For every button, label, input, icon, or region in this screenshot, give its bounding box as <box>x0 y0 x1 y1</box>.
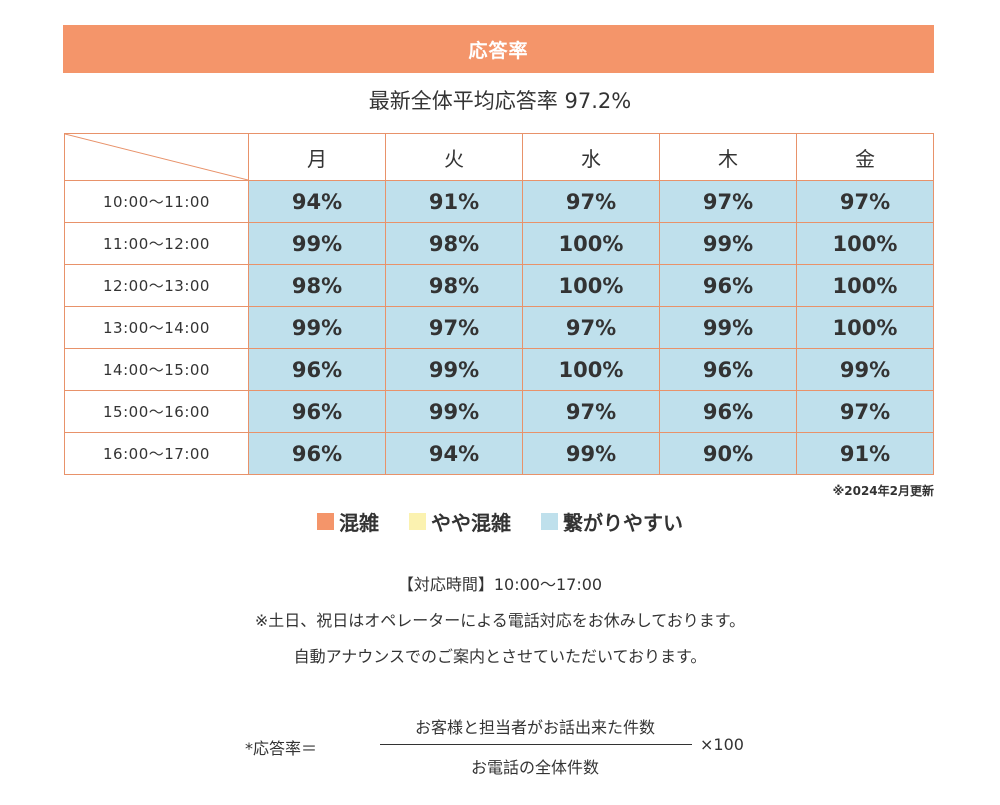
rate-cell: 91% <box>796 432 934 475</box>
time-slot-cell: 10:00〜11:00 <box>64 180 249 223</box>
legend-item-easy-to-connect: 繋がりやすい <box>541 507 683 536</box>
rate-cell: 99% <box>796 348 934 391</box>
time-slot-cell: 11:00〜12:00 <box>64 222 249 265</box>
table-row: 16:00〜17:00 96% 94% 99% 90% 91% <box>64 432 934 475</box>
legend: 混雑 やや混雑 繋がりやすい <box>0 507 1000 536</box>
holiday-note: ※土日、祝日はオペレーターによる電話対応をお休みしております。 <box>254 611 746 630</box>
formula-numerator: お客様と担当者がお話出来た件数 <box>414 718 655 737</box>
rate-cell: 99% <box>248 222 386 265</box>
day-header-tue: 火 <box>385 133 523 181</box>
table-row: 10:00〜11:00 94% 91% 97% 97% 97% <box>64 180 934 223</box>
rate-cell: 96% <box>659 348 797 391</box>
rate-cell: 99% <box>385 390 523 433</box>
rate-cell: 97% <box>796 390 934 433</box>
rate-cell: 96% <box>659 390 797 433</box>
formula-label: *応答率＝ <box>245 739 318 758</box>
rate-cell: 100% <box>522 348 660 391</box>
legend-label: 混雑 <box>339 511 379 535</box>
table-row: 11:00〜12:00 99% 98% 100% 99% 100% <box>64 222 934 265</box>
time-slot-cell: 15:00〜16:00 <box>64 390 249 433</box>
day-header-wed: 水 <box>522 133 660 181</box>
rate-cell: 91% <box>385 180 523 223</box>
rate-cell: 97% <box>522 390 660 433</box>
rate-cell: 100% <box>796 306 934 349</box>
response-rate-formula: *応答率＝ お客様と担当者がお話出来た件数 お電話の全体件数 ×100 <box>245 712 765 782</box>
rate-cell: 96% <box>248 390 386 433</box>
rate-cell: 99% <box>522 432 660 475</box>
rate-cell: 96% <box>659 264 797 307</box>
rate-cell: 97% <box>385 306 523 349</box>
rate-cell: 94% <box>248 180 386 223</box>
rate-cell: 98% <box>248 264 386 307</box>
rate-cell: 97% <box>522 306 660 349</box>
rate-cell: 99% <box>659 306 797 349</box>
rate-cell: 97% <box>659 180 797 223</box>
table-row: 13:00〜14:00 99% 97% 97% 99% 100% <box>64 306 934 349</box>
rate-cell: 98% <box>385 264 523 307</box>
page-title: 応答率 <box>468 39 529 62</box>
table-header-row: 月 火 水 木 金 <box>64 133 934 181</box>
rate-cell: 94% <box>385 432 523 475</box>
legend-item-somewhat-crowded: やや混雑 <box>409 507 511 536</box>
legend-label: 繋がりやすい <box>563 511 683 535</box>
legend-label: やや混雑 <box>431 511 511 535</box>
update-note: ※2024年2月更新 <box>832 484 934 498</box>
formula-denominator: お電話の全体件数 <box>470 758 599 777</box>
rate-cell: 96% <box>248 432 386 475</box>
time-slot-cell: 13:00〜14:00 <box>64 306 249 349</box>
day-header-thu: 木 <box>659 133 797 181</box>
legend-swatch-easy-to-connect <box>541 513 558 530</box>
average-response-rate: 最新全体平均応答率 97.2% <box>368 89 632 113</box>
table-row: 15:00〜16:00 96% 99% 97% 96% 97% <box>64 390 934 433</box>
rate-cell: 97% <box>522 180 660 223</box>
rate-cell: 96% <box>248 348 386 391</box>
rate-cell: 98% <box>385 222 523 265</box>
formula-multiplier: ×100 <box>700 735 744 754</box>
rate-cell: 90% <box>659 432 797 475</box>
table-corner-cell <box>64 133 249 181</box>
response-rate-table: 月 火 水 木 金 10:00〜11:00 94% 91% 97% 97% 97… <box>64 133 934 475</box>
table-row: 12:00〜13:00 98% 98% 100% 96% 100% <box>64 264 934 307</box>
day-header-mon: 月 <box>248 133 386 181</box>
legend-swatch-somewhat-crowded <box>409 513 426 530</box>
legend-swatch-crowded <box>317 513 334 530</box>
rate-cell: 99% <box>385 348 523 391</box>
time-slot-cell: 16:00〜17:00 <box>64 432 249 475</box>
rate-cell: 99% <box>659 222 797 265</box>
rate-cell: 97% <box>796 180 934 223</box>
day-header-fri: 金 <box>796 133 934 181</box>
fraction-line <box>380 744 692 745</box>
rate-cell: 100% <box>522 264 660 307</box>
announcement-note: 自動アナウンスでのご案内とさせていただいております。 <box>293 647 707 666</box>
time-slot-cell: 14:00〜15:00 <box>64 348 249 391</box>
legend-item-crowded: 混雑 <box>317 507 379 536</box>
rate-cell: 100% <box>796 222 934 265</box>
table-row: 14:00〜15:00 96% 99% 100% 96% 99% <box>64 348 934 391</box>
rate-cell: 99% <box>248 306 386 349</box>
header-bar: 応答率 <box>63 25 934 73</box>
diagonal-line <box>65 134 248 180</box>
rate-cell: 100% <box>522 222 660 265</box>
rate-cell: 100% <box>796 264 934 307</box>
time-slot-cell: 12:00〜13:00 <box>64 264 249 307</box>
support-hours: 【対応時間】10:00〜17:00 <box>397 575 603 594</box>
